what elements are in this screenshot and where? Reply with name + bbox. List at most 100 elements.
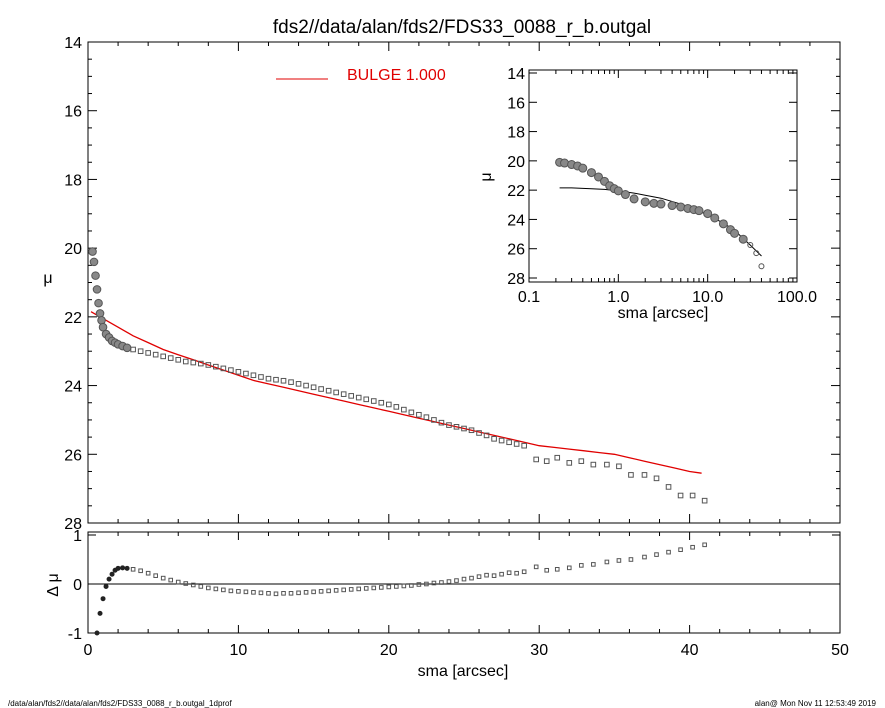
residual-point: [514, 570, 519, 576]
residual-point: [333, 588, 339, 593]
inset-data-point: [758, 263, 765, 270]
inset-x-tick-label: 1.0: [607, 289, 629, 306]
data-point: [137, 348, 144, 355]
residual-point: [109, 571, 115, 577]
inset-axes: 0.1 1.0 10.0 100.0 14 16 18 20 22 24 26 28: [507, 66, 817, 306]
inset-xlabel: sma [arcsec]: [618, 305, 709, 322]
data-point: [205, 362, 212, 368]
residual-point: [371, 585, 377, 591]
residual-point: [94, 630, 100, 636]
main-model-layer: [90, 311, 702, 474]
data-point: [431, 417, 437, 423]
inset-data-point: [703, 209, 713, 219]
data-point: [461, 425, 467, 432]
residual-point: [544, 567, 550, 573]
data-point: [355, 394, 362, 401]
residual-point: [363, 586, 369, 591]
data-point: [653, 475, 660, 482]
data-point: [213, 363, 219, 370]
data-point: [689, 492, 696, 499]
main-ylabel: μ: [43, 270, 52, 287]
data-point: [498, 437, 505, 444]
data-point: [513, 441, 520, 447]
chart-title: fds2//data/alan/fds2/FDS33_0088_r_b.outg…: [273, 17, 651, 38]
data-point: [89, 257, 99, 267]
residual-point: [115, 565, 121, 571]
data-point: [325, 387, 332, 394]
residual-point: [506, 570, 512, 576]
residual-axes: 0 10 20 30 40 50-101: [68, 528, 849, 659]
main-y-tick-label: 28: [64, 516, 82, 533]
residual-point: [97, 610, 103, 616]
residual-point: [533, 564, 539, 570]
data-point: [378, 399, 385, 406]
footer-right: alan@ Mon Nov 11 12:53:49 2019: [755, 699, 877, 708]
data-point: [616, 463, 622, 470]
data-point: [701, 497, 708, 504]
inset-data-point: [738, 234, 748, 244]
inset-y-tick-label: 24: [507, 212, 525, 229]
residual-x-tick-label: 0: [84, 642, 93, 659]
residual-point: [454, 578, 459, 583]
data-point: [677, 492, 684, 499]
inset-data-point: [594, 172, 604, 182]
data-point: [91, 271, 100, 280]
data-point: [258, 374, 264, 380]
data-point: [416, 411, 422, 418]
data-point: [393, 404, 400, 410]
residual-point: [642, 554, 647, 560]
inset-data-point: [747, 242, 754, 249]
data-point: [363, 396, 370, 403]
bulge-model-line: [90, 311, 702, 474]
residual-point: [469, 575, 474, 581]
main-axes: 14 16 18 20 22 24 26 28: [64, 35, 841, 533]
data-point: [175, 357, 182, 363]
data-point: [665, 484, 672, 490]
residual-point: [591, 562, 596, 567]
residual-point: [690, 544, 695, 550]
data-point: [145, 350, 151, 356]
data-point: [273, 376, 279, 383]
residual-point: [416, 582, 422, 587]
residual-point: [579, 563, 584, 568]
residual-point: [273, 591, 279, 597]
inset-data-point: [620, 190, 630, 200]
data-point: [543, 458, 550, 464]
residual-point: [138, 568, 143, 574]
residual-point: [206, 585, 211, 591]
data-point: [370, 398, 377, 404]
residual-x-tick-label: 40: [681, 642, 699, 659]
inset-y-tick-label: 14: [507, 66, 525, 83]
residual-point: [521, 569, 527, 575]
inset-y-tick-label: 28: [507, 271, 525, 288]
data-point: [386, 401, 392, 408]
residual-point: [484, 572, 489, 578]
legend: BULGE 1.000: [276, 67, 446, 84]
inset-x-tick-label: 0.1: [518, 289, 540, 306]
residual-point: [288, 591, 294, 596]
data-point: [250, 372, 257, 379]
residual-point: [348, 587, 354, 592]
data-point: [628, 472, 634, 478]
residual-point: [258, 590, 264, 596]
residual-point: [145, 570, 151, 576]
residual-point: [236, 589, 241, 594]
data-point: [566, 460, 573, 466]
inset-data-point: [586, 168, 596, 178]
inset-data-point: [667, 201, 677, 211]
data-point: [446, 422, 452, 428]
main-y-tick-label: 24: [64, 379, 82, 396]
data-point: [280, 377, 287, 384]
residual-data-layer: [94, 542, 707, 636]
inset-data-point: [629, 194, 639, 204]
residual-ylabel: Δ μ: [45, 573, 62, 596]
residual-point: [183, 581, 189, 586]
residual-point: [160, 575, 166, 581]
data-point: [521, 442, 527, 449]
data-point: [491, 436, 497, 442]
inset-panel: 0.1 1.0 10.0 100.0 14 16 18 20 22 24 26 28 μ sma [a…: [478, 66, 817, 322]
data-point: [243, 370, 249, 377]
residual-x-tick-label: 10: [230, 642, 248, 659]
main-y-tick-label: 14: [64, 35, 82, 52]
